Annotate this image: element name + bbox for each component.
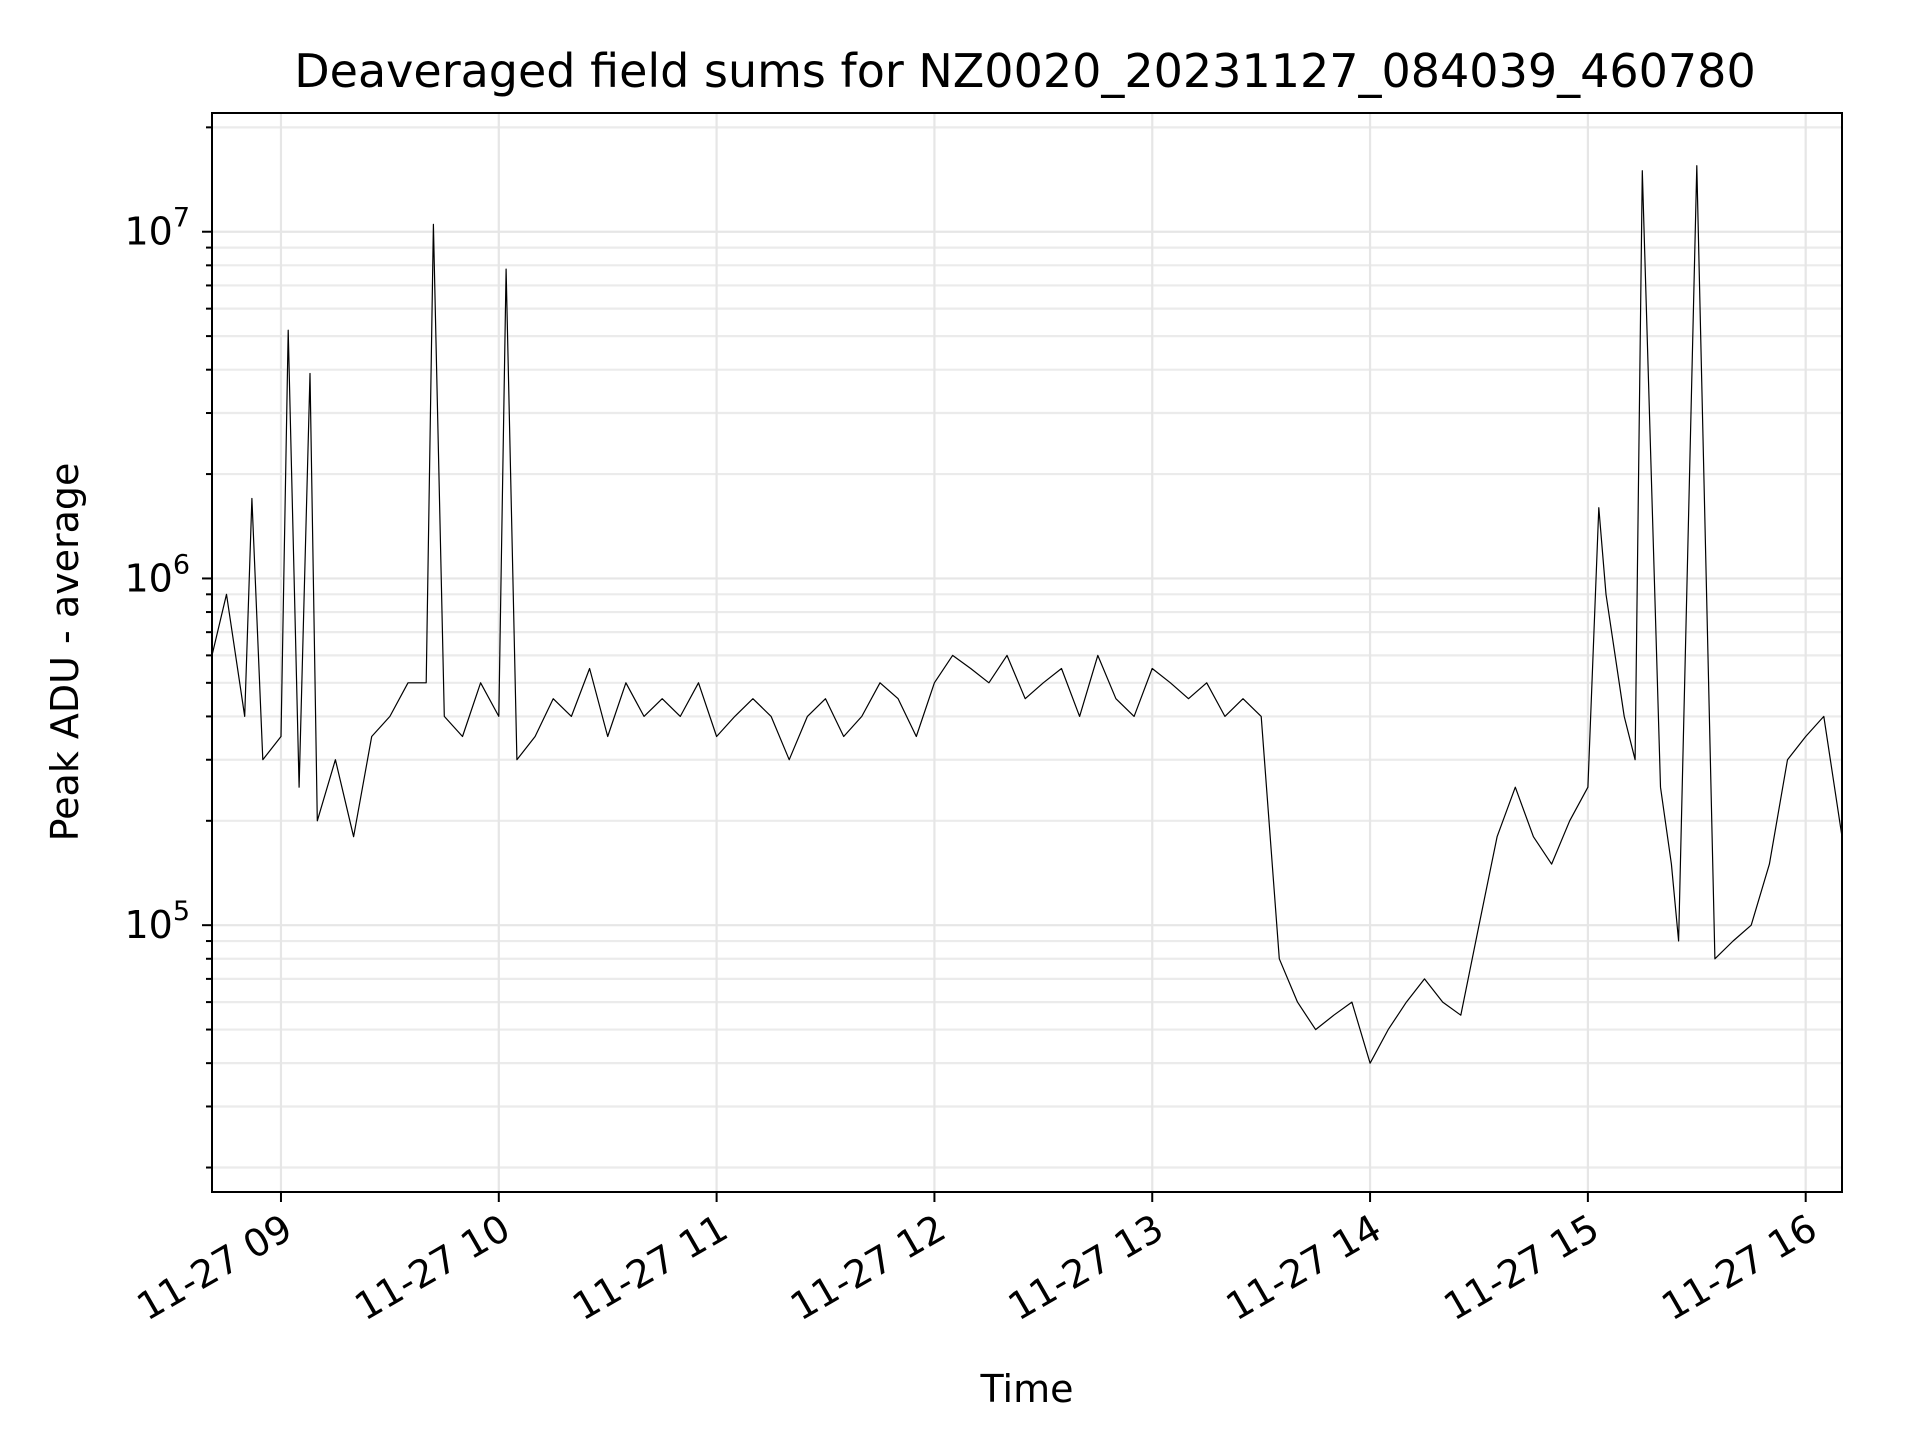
x-tick-label: 11-27 09 (130, 1206, 300, 1330)
y-tick-label: 107 (124, 203, 190, 254)
x-tick-label: 11-27 10 (347, 1206, 517, 1330)
y-tick-label: 105 (124, 896, 190, 947)
x-axis-label: Time (980, 1367, 1074, 1411)
y-tick-label: 106 (124, 549, 190, 600)
x-tick-label: 11-27 16 (1654, 1206, 1824, 1330)
x-tick-label: 11-27 11 (565, 1206, 735, 1330)
y-axis-label: Peak ADU - average (43, 463, 87, 842)
chart-title: Deaveraged field sums for NZ0020_2023112… (294, 44, 1755, 98)
grid (212, 113, 1842, 1192)
axes-frame (211, 112, 1843, 1193)
x-tick-label: 11-27 15 (1436, 1206, 1606, 1330)
x-tick-label: 11-27 12 (783, 1206, 953, 1330)
x-axis: 11-27 09 11-27 10 11-27 11 11-27 12 11-27 13… (130, 1192, 1824, 1330)
x-tick-label: 11-27 14 (1219, 1206, 1389, 1330)
y-axis: 105 106 107 (124, 126, 212, 1169)
x-tick-label: 11-27 13 (1001, 1206, 1171, 1330)
series-line (211, 165, 1843, 1064)
